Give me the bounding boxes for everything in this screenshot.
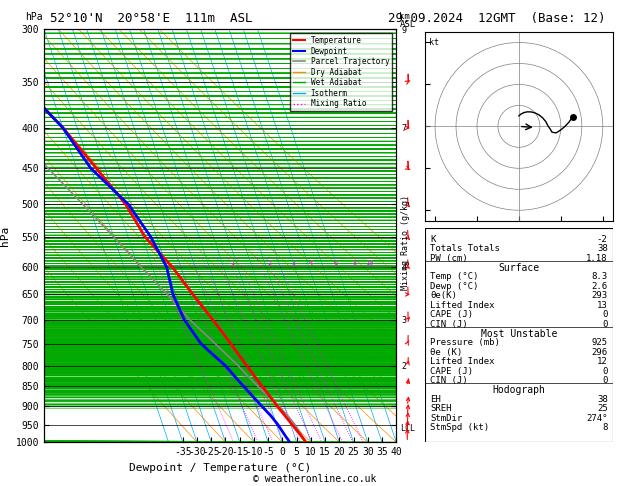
Text: 0: 0 xyxy=(602,310,608,319)
X-axis label: Dewpoint / Temperature (°C): Dewpoint / Temperature (°C) xyxy=(129,463,311,473)
Text: 293: 293 xyxy=(591,291,608,300)
Text: Lifted Index: Lifted Index xyxy=(430,357,495,366)
Text: Temp (°C): Temp (°C) xyxy=(430,273,479,281)
Text: 52°10'N  20°58'E  111m  ASL: 52°10'N 20°58'E 111m ASL xyxy=(50,12,252,25)
Text: CAPE (J): CAPE (J) xyxy=(430,310,473,319)
Text: Totals Totals: Totals Totals xyxy=(430,244,500,253)
Text: PW (cm): PW (cm) xyxy=(430,254,468,262)
Text: 8: 8 xyxy=(602,423,608,432)
Text: km
ASL: km ASL xyxy=(399,12,416,30)
Text: 2: 2 xyxy=(268,260,272,266)
Text: kt: kt xyxy=(429,38,439,47)
Text: 0: 0 xyxy=(602,319,608,329)
Text: 1: 1 xyxy=(230,260,234,266)
Text: 4: 4 xyxy=(309,260,313,266)
Text: 296: 296 xyxy=(591,348,608,357)
Text: 38: 38 xyxy=(597,244,608,253)
Text: Mixing Ratio (g/kg): Mixing Ratio (g/kg) xyxy=(401,195,410,291)
Text: Pressure (mb): Pressure (mb) xyxy=(430,338,500,347)
Text: Most Unstable: Most Unstable xyxy=(481,329,557,339)
Text: Dewp (°C): Dewp (°C) xyxy=(430,282,479,291)
Text: 6: 6 xyxy=(334,260,338,266)
Text: 2.6: 2.6 xyxy=(591,282,608,291)
Text: 925: 925 xyxy=(591,338,608,347)
Text: 3: 3 xyxy=(291,260,296,266)
Text: 13: 13 xyxy=(597,301,608,310)
Text: SREH: SREH xyxy=(430,404,452,413)
Text: StmDir: StmDir xyxy=(430,414,462,423)
Text: EH: EH xyxy=(430,395,441,404)
Text: 274°: 274° xyxy=(586,414,608,423)
Text: θe (K): θe (K) xyxy=(430,348,462,357)
Text: Hodograph: Hodograph xyxy=(493,385,545,396)
Text: 38: 38 xyxy=(597,395,608,404)
Text: 0: 0 xyxy=(602,366,608,376)
Text: 1.18: 1.18 xyxy=(586,254,608,262)
Text: 0: 0 xyxy=(602,376,608,385)
Text: CAPE (J): CAPE (J) xyxy=(430,366,473,376)
Text: Surface: Surface xyxy=(498,263,540,273)
Text: StmSpd (kt): StmSpd (kt) xyxy=(430,423,489,432)
Text: 8.3: 8.3 xyxy=(591,273,608,281)
Text: θe(K): θe(K) xyxy=(430,291,457,300)
Text: Lifted Index: Lifted Index xyxy=(430,301,495,310)
Text: 12: 12 xyxy=(597,357,608,366)
Text: © weatheronline.co.uk: © weatheronline.co.uk xyxy=(253,473,376,484)
Text: 8: 8 xyxy=(352,260,357,266)
Text: 29.09.2024  12GMT  (Base: 12): 29.09.2024 12GMT (Base: 12) xyxy=(388,12,606,25)
Text: CIN (J): CIN (J) xyxy=(430,376,468,385)
Text: -2: -2 xyxy=(597,235,608,244)
Legend: Temperature, Dewpoint, Parcel Trajectory, Dry Adiabat, Wet Adiabat, Isotherm, Mi: Temperature, Dewpoint, Parcel Trajectory… xyxy=(290,33,392,111)
Text: 25: 25 xyxy=(597,404,608,413)
Text: 10: 10 xyxy=(365,260,374,266)
Text: CIN (J): CIN (J) xyxy=(430,319,468,329)
Text: hPa: hPa xyxy=(25,12,43,22)
Y-axis label: hPa: hPa xyxy=(0,226,10,246)
Text: K: K xyxy=(430,235,436,244)
Text: LCL: LCL xyxy=(400,424,415,433)
